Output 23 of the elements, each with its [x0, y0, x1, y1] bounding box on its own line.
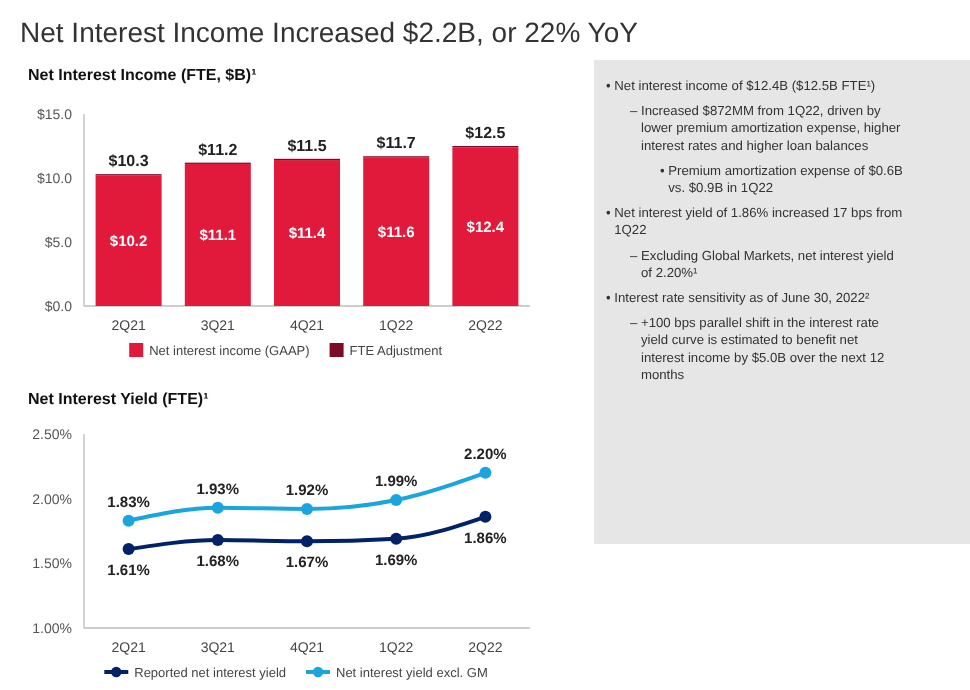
chart-title: Net Interest Income Increased $2.2B, or 22% YoY	[20, 16, 640, 48]
total-label: $12.5	[465, 124, 507, 142]
point	[122, 543, 135, 556]
bar	[95, 175, 162, 306]
bar	[452, 147, 519, 306]
point	[211, 534, 224, 547]
total-label: $11.2	[198, 140, 239, 159]
total-label: $11.7	[376, 134, 417, 153]
point	[122, 514, 135, 527]
total-label: $11.5	[287, 136, 328, 155]
point	[301, 503, 313, 516]
chart-subtitle: Net Interest Income (FTE, $B)¹	[28, 66, 258, 84]
total-label: $10.3	[108, 152, 150, 171]
bar	[363, 157, 430, 306]
bar	[184, 163, 251, 306]
bar	[274, 160, 340, 306]
point	[479, 510, 492, 523]
point	[390, 493, 403, 506]
chart-title: Net Interest Yield (FTE)¹	[28, 390, 210, 408]
point	[211, 501, 224, 514]
point	[479, 466, 492, 479]
point	[301, 535, 313, 548]
point	[390, 532, 403, 545]
